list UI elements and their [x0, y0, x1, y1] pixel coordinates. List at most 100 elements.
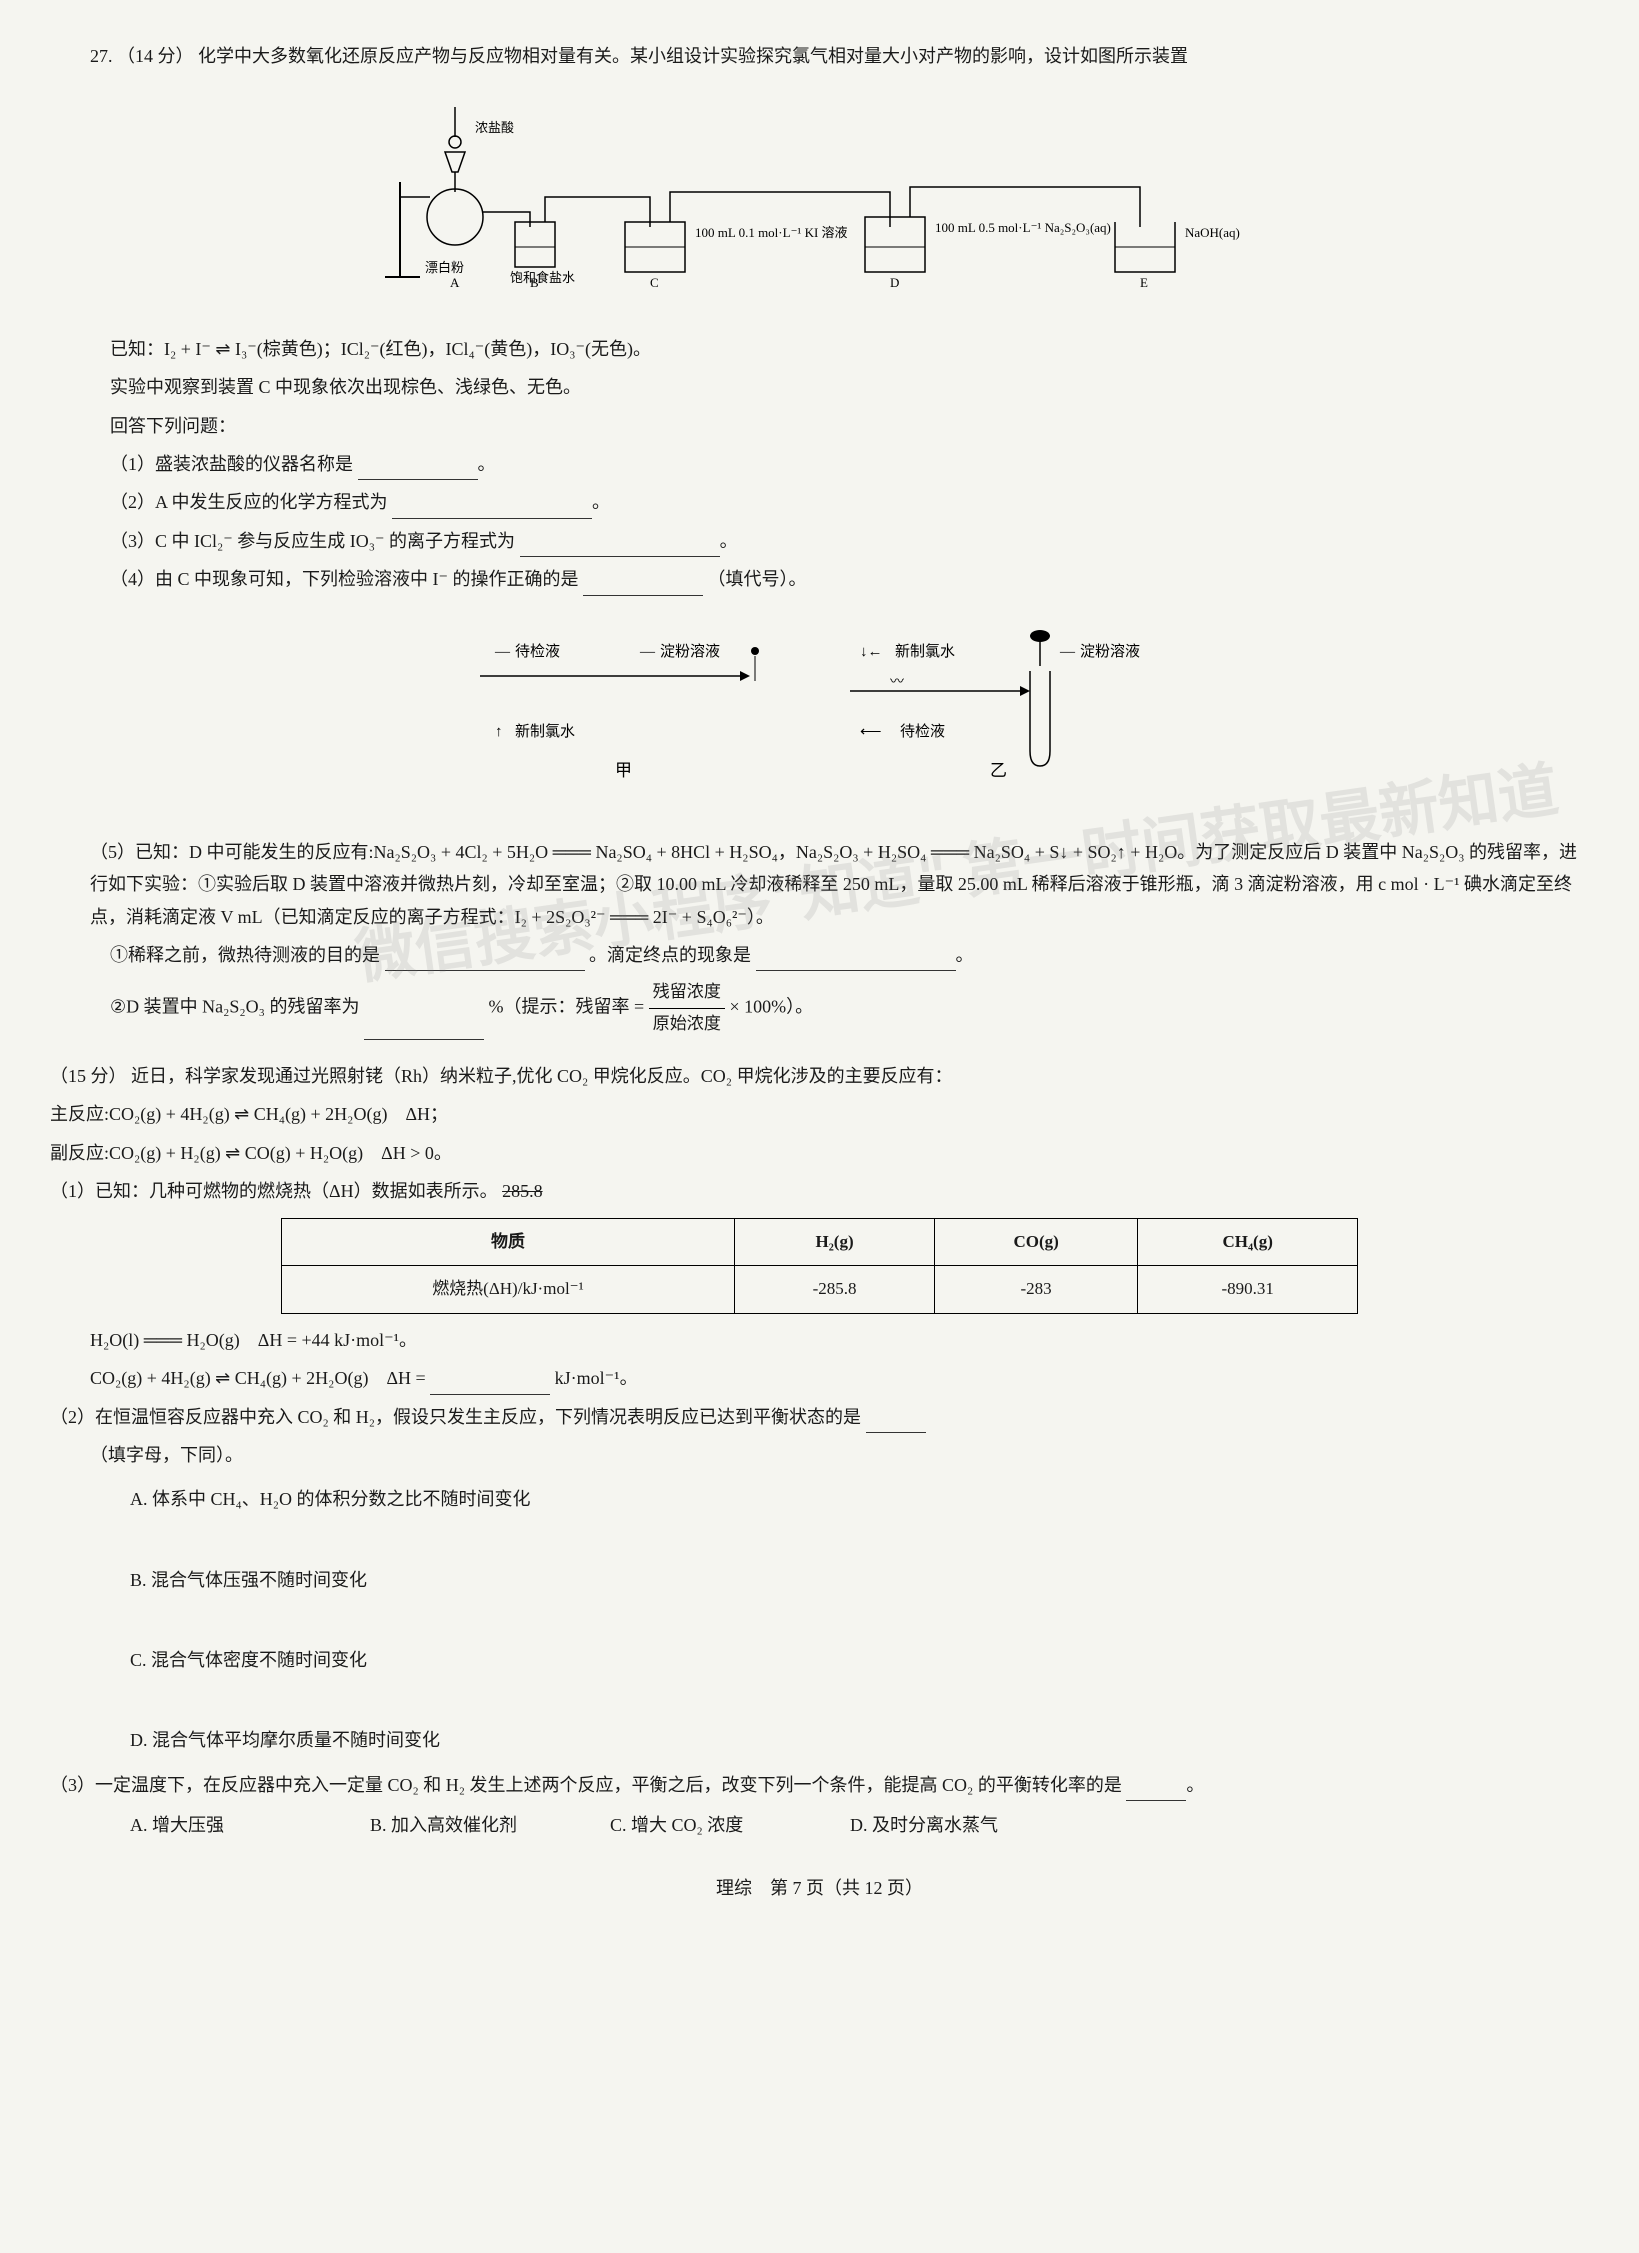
label-E-sol: NaOH(aq) [1185, 225, 1240, 240]
svg-text:〰: 〰 [890, 675, 904, 690]
blank-sub2 [866, 1411, 926, 1433]
svg-text:↑: ↑ [495, 724, 503, 740]
td-label: 燃烧热(ΔH)/kJ·mol⁻¹ [281, 1266, 734, 1314]
option-3B: B. 加入高效催化剂 [370, 1809, 570, 1841]
q28-sub2-hint: （填字母，下同）。 [50, 1439, 1589, 1471]
option-2C: C. 混合气体密度不随时间变化 [130, 1644, 1589, 1676]
q27-sub4-hint: （填代号）。 [708, 569, 807, 589]
th-0: 物质 [281, 1218, 734, 1266]
q28-main-rxn: 主反应:CO₂(g) + 4H₂(g) ⇌ CH₄(g) + 2H₂O(g) Δ… [50, 1098, 1589, 1130]
q27-sub5-1a: ①稀释之前，微热待测液的目的是 [110, 945, 380, 965]
q27-sub5-2-text: ②D 装置中 Na₂S₂O₃ 的残留率为 [110, 997, 359, 1017]
q28-sub1-line2: CO₂(g) + 4H₂(g) ⇌ CH₄(g) + 2H₂O(g) ΔH = … [50, 1362, 1589, 1394]
label-D: D [890, 275, 899, 290]
d2-right-bot: 待检液 [900, 723, 945, 740]
label-D-sol: 100 mL 0.5 mol·L⁻¹ Na₂S₂O₃(aq) [935, 220, 1111, 235]
diagram2-svg: — 待检液 — 淀粉溶液 ↑ 新制氯水 甲 ↓← 新制氯水 — 淀粉溶液 〰 [420, 621, 1220, 801]
apparatus-svg: 浓盐酸 漂白粉 A 饱和食盐水 B 100 mL 0.1 mol·L⁻¹ KI … [370, 97, 1270, 297]
question-27: 27. （14 分） 化学中大多数氧化还原反应产物与反应物相对量有关。某小组设计… [50, 40, 1589, 1040]
label-E: E [1140, 275, 1148, 290]
d2-right-top: 新制氯水 [895, 643, 955, 660]
q27-sub2: （2）A 中发生反应的化学方程式为 。 [50, 486, 1589, 518]
label-hcl: 浓盐酸 [475, 120, 514, 135]
blank-3 [520, 536, 720, 558]
apparatus-diagram: 浓盐酸 漂白粉 A 饱和食盐水 B 100 mL 0.1 mol·L⁻¹ KI … [50, 87, 1589, 317]
q27-stem: 化学中大多数氧化还原反应产物与反应物相对量有关。某小组设计实验探究氯气相对量大小… [198, 46, 1188, 66]
q27-sub4: （4）由 C 中现象可知，下列检验溶液中 I⁻ 的操作正确的是 （填代号）。 [50, 563, 1589, 595]
q27-sub5-2-hint-post: × 100%）。 [730, 997, 814, 1017]
svg-text:—: — [1059, 644, 1076, 660]
label-B-text: 饱和食盐水 [510, 270, 575, 285]
option-3A: A. 增大压强 [130, 1809, 330, 1841]
q27-diagram2: — 待检液 — 淀粉溶液 ↑ 新制氯水 甲 ↓← 新制氯水 — 淀粉溶液 〰 [50, 611, 1589, 821]
label-C: C [650, 275, 659, 290]
q27-sub5-2-hint-pre: %（提示：残留率 = [488, 997, 648, 1017]
q27-sub5: （5）已知：D 中可能发生的反应有:Na₂S₂O₃ + 4Cl₂ + 5H₂O … [50, 836, 1589, 933]
q27-sub1-text: （1）盛装浓盐酸的仪器名称是 [110, 454, 353, 474]
svg-text:—: — [494, 644, 511, 660]
d2-left-mid: 淀粉溶液 [660, 643, 720, 660]
q27-points: （14 分） [117, 46, 194, 66]
q27-observe: 实验中观察到装置 C 中现象依次出现棕色、浅绿色、无色。 [50, 371, 1589, 403]
q28-sub3-options: A. 增大压强 B. 加入高效催化剂 C. 增大 CO₂ 浓度 D. 及时分离水… [90, 1809, 1589, 1841]
q28-header: （15 分） 近日，科学家发现通过光照射铑（Rh）纳米粒子,优化 CO₂ 甲烷化… [50, 1060, 1589, 1092]
label-C-sol: 100 mL 0.1 mol·L⁻¹ KI 溶液 [695, 225, 848, 240]
th-1: H₂(g) [735, 1218, 935, 1266]
td-0: -285.8 [735, 1266, 935, 1314]
q28-sub2-stem: （2）在恒温恒容反应器中充入 CO₂ 和 H₂，假设只发生主反应，下列情况表明反… [50, 1407, 861, 1427]
q28-points: （15 分） [50, 1066, 127, 1086]
th-2: CO(g) [935, 1218, 1138, 1266]
option-2B: B. 混合气体压强不随时间变化 [130, 1564, 1589, 1596]
d2-left-bot: 新制氯水 [515, 723, 575, 740]
label-A-text: 漂白粉 [425, 260, 464, 275]
label-B: B [530, 275, 539, 290]
option-2D: D. 混合气体平均摩尔质量不随时间变化 [130, 1724, 1589, 1756]
frac-num: 残留浓度 [649, 977, 725, 1009]
q27-sub3-text: （3）C 中 ICl₂⁻ 参与反应生成 IO₃⁻ 的离子方程式为 [110, 531, 515, 551]
svg-text:—: — [639, 644, 656, 660]
q28-sub1-header: （1）已知：几种可燃物的燃烧热（ΔH）数据如表所示。 285.8 [50, 1175, 1589, 1207]
d2-left-top: 待检液 [515, 643, 560, 660]
table-data-row: 燃烧热(ΔH)/kJ·mol⁻¹ -285.8 -283 -890.31 [281, 1266, 1357, 1314]
blank-5a [385, 950, 585, 972]
q28-sub2-options: A. 体系中 CH₄、H₂O 的体积分数之比不随时间变化 B. 混合气体压强不随… [90, 1479, 1589, 1761]
th-3: CH₄(g) [1138, 1218, 1358, 1266]
q28-side-rxn: 副反应:CO₂(g) + H₂(g) ⇌ CO(g) + H₂O(g) ΔH >… [50, 1137, 1589, 1169]
page-footer: 理综 第 7 页（共 12 页） [50, 1872, 1589, 1904]
td-2: -890.31 [1138, 1266, 1358, 1314]
combustion-table: 物质 H₂(g) CO(g) CH₄(g) 燃烧热(ΔH)/kJ·mol⁻¹ -… [281, 1218, 1358, 1314]
blank-5c [364, 1018, 484, 1040]
q27-answer-prompt: 回答下列问题： [50, 410, 1589, 442]
td-1: -283 [935, 1266, 1138, 1314]
d2-left-label: 甲 [615, 761, 632, 780]
q28-stem: 近日，科学家发现通过光照射铑（Rh）纳米粒子,优化 CO₂ 甲烷化反应。CO₂ … [131, 1066, 953, 1086]
q27-sub1: （1）盛装浓盐酸的仪器名称是 。 [50, 448, 1589, 480]
q28-sub2: （2）在恒温恒容反应器中充入 CO₂ 和 H₂，假设只发生主反应，下列情况表明反… [50, 1401, 1589, 1433]
q28-sub3-stem: （3）一定温度下，在反应器中充入一定量 CO₂ 和 H₂ 发生上述两个反应，平衡… [50, 1775, 1122, 1795]
q27-number: 27 [90, 46, 108, 66]
q27-sub3: （3）C 中 ICl₂⁻ 参与反应生成 IO₃⁻ 的离子方程式为 。 [50, 525, 1589, 557]
q27-known: 已知：I₂ + I⁻ ⇌ I₃⁻(棕黄色)；ICl₂⁻(红色)，ICl₄⁻(黄色… [50, 333, 1589, 365]
blank-5b [756, 950, 956, 972]
q28-sub1-line2-post: kJ·mol⁻¹。 [555, 1368, 638, 1388]
blank-sub3 [1126, 1780, 1186, 1802]
q28-sub1-line2-pre: CO₂(g) + 4H₂(g) ⇌ CH₄(g) + 2H₂O(g) ΔH = [90, 1368, 430, 1388]
svg-text:↓←: ↓← [860, 644, 883, 660]
blank-2 [392, 497, 592, 519]
q27-sub2-text: （2）A 中发生反应的化学方程式为 [110, 492, 388, 512]
question-28: （15 分） 近日，科学家发现通过光照射铑（Rh）纳米粒子,优化 CO₂ 甲烷化… [50, 1060, 1589, 1842]
d2-right-label: 乙 [990, 761, 1007, 780]
blank-dh [430, 1373, 550, 1395]
q28-sub3: （3）一定温度下，在反应器中充入一定量 CO₂ 和 H₂ 发生上述两个反应，平衡… [50, 1769, 1589, 1801]
table-header-row: 物质 H₂(g) CO(g) CH₄(g) [281, 1218, 1357, 1266]
q27-sub5-2: ②D 装置中 Na₂S₂O₃ 的残留率为 %（提示：残留率 = 残留浓度 原始浓… [50, 977, 1589, 1040]
blank-1 [358, 459, 478, 481]
blank-4 [583, 574, 703, 596]
option-2A: A. 体系中 CH₄、H₂O 的体积分数之比不随时间变化 [130, 1483, 1589, 1515]
option-3D: D. 及时分离水蒸气 [850, 1809, 1050, 1841]
q27-sub5-1b: 。滴定终点的现象是 [589, 945, 751, 965]
fraction: 残留浓度 原始浓度 [649, 977, 725, 1040]
frac-den: 原始浓度 [649, 1009, 725, 1040]
option-3C: C. 增大 CO₂ 浓度 [610, 1809, 810, 1841]
q28-sub1-line1: H₂O(l) ═══ H₂O(g) ΔH = +44 kJ·mol⁻¹。 [50, 1324, 1589, 1356]
